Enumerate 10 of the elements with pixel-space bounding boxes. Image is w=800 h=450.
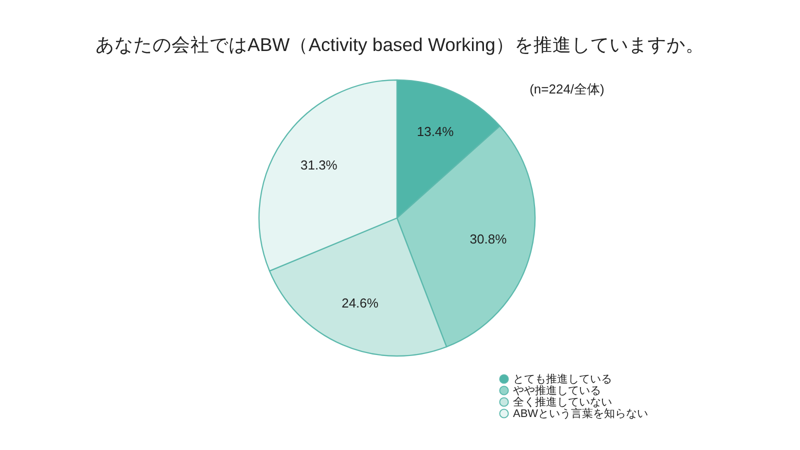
data-label: 13.4% [416, 124, 454, 139]
text: (n=224/全体) [530, 81, 604, 96]
data-label: 31.3% [300, 157, 338, 172]
legend-label: 全く推進していない [513, 396, 612, 408]
chart-title: あなたの会社ではABW（Activity based Working）を推進していますか。 [96, 34, 704, 55]
data-label: 30.8% [470, 231, 508, 246]
legend-label: やや推進している [513, 384, 601, 397]
data-label: 24.6% [342, 296, 379, 311]
legend-label: とても推進している [513, 373, 612, 386]
legend-label: ABWという言葉を知らない [513, 406, 648, 420]
